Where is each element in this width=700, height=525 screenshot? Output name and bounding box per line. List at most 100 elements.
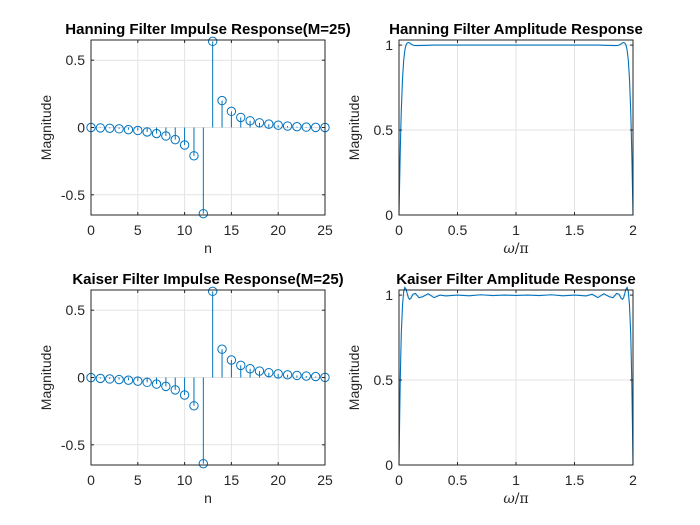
x-axis-label: ω/π — [503, 241, 528, 257]
stem-marker — [198, 458, 209, 469]
stem-marker — [179, 390, 190, 400]
x-tick-label: 0 — [395, 222, 403, 238]
chart-title: Hanning Filter Amplitude Response — [389, 21, 643, 38]
stem-marker — [226, 106, 237, 117]
subplot-3: 0 5 10 15 20 25 -0.5 0 0.5 Kaiser Filter Impulse … — [38, 271, 344, 506]
stem-marker — [217, 344, 227, 354]
stem-marker — [189, 151, 199, 161]
stem-marker — [179, 140, 190, 150]
y-tick-label: 0.5 — [374, 122, 394, 138]
stem-marker — [254, 366, 265, 376]
amplitude-line — [398, 286, 634, 466]
x-tick-label: 0 — [395, 472, 403, 488]
y-tick-label: 0 — [77, 370, 85, 386]
x-tick-label: 10 — [177, 222, 193, 238]
y-tick-label: 0 — [385, 457, 393, 473]
stem-marker — [282, 121, 293, 131]
y-tick-label: -0.5 — [61, 437, 85, 453]
stem-marker — [245, 116, 255, 126]
stem-marker — [292, 370, 302, 381]
x-tick-label: 10 — [177, 472, 193, 488]
x-tick-label: 0 — [87, 222, 95, 238]
stem-marker — [207, 36, 218, 47]
x-tick-label: 0.5 — [448, 222, 468, 238]
y-axis-label: Magnitude — [346, 345, 362, 411]
chart-title: Kaiser Filter Impulse Response(M=25) — [72, 271, 343, 288]
x-tick-label: 20 — [270, 472, 286, 488]
y-axis-label: Magnitude — [38, 95, 54, 161]
stem-marker — [264, 367, 274, 378]
x-tick-label: 25 — [317, 222, 333, 238]
stem-marker — [198, 208, 209, 219]
x-tick-label: 5 — [134, 222, 142, 238]
stem-marker — [95, 123, 106, 133]
stem-marker — [161, 381, 171, 392]
x-tick-label: 20 — [270, 222, 286, 238]
amplitude-line — [398, 41, 634, 216]
stem-marker — [142, 377, 152, 388]
x-tick-label: 0 — [87, 472, 95, 488]
stem-marker — [301, 371, 311, 381]
y-tick-label: 0.5 — [66, 302, 86, 318]
x-axis-label: ω/π — [503, 491, 528, 507]
stem-marker — [170, 134, 180, 145]
stem-marker — [123, 124, 134, 135]
stem-marker — [264, 119, 274, 129]
stem-marker — [273, 369, 283, 379]
stem-marker — [142, 127, 152, 137]
y-axis-label: Magnitude — [346, 95, 362, 161]
stem-marker — [310, 122, 321, 133]
y-tick-label: 1 — [385, 287, 393, 303]
y-tick-label: 0.5 — [374, 372, 394, 388]
x-tick-label: 1.5 — [565, 222, 585, 238]
stem-marker — [226, 355, 237, 365]
y-tick-label: 0 — [77, 120, 85, 136]
stem-marker — [236, 360, 246, 371]
x-tick-label: 1.5 — [565, 472, 585, 488]
x-tick-label: 15 — [224, 222, 240, 238]
x-axis-label: n — [204, 490, 212, 506]
stem-marker — [114, 124, 124, 134]
stem-marker — [114, 374, 124, 385]
stem-marker — [170, 385, 180, 395]
stem-marker — [105, 123, 115, 134]
x-tick-label: 2 — [629, 222, 637, 238]
y-tick-label: 0.5 — [66, 52, 86, 68]
stem-marker — [217, 95, 227, 106]
x-tick-label: 1 — [512, 222, 520, 238]
y-tick-label: 1 — [385, 37, 393, 53]
stem-marker — [301, 122, 311, 132]
stem-marker — [133, 125, 143, 136]
stem-marker — [245, 364, 255, 374]
stem-marker — [133, 376, 143, 386]
stem-marker — [310, 371, 321, 382]
stem-marker — [236, 112, 246, 123]
stem-marker — [105, 374, 115, 384]
x-tick-label: 25 — [317, 472, 333, 488]
stem-marker — [151, 128, 162, 139]
x-tick-label: 2 — [629, 472, 637, 488]
x-tick-label: 0.5 — [448, 472, 468, 488]
stem-marker — [161, 131, 171, 141]
stem-marker — [292, 121, 302, 132]
stem-marker — [189, 401, 199, 411]
subplot-1: 0 5 10 15 20 25 -0.5 0 0.5 Hanning Filter Impulse… — [38, 21, 351, 256]
stem-marker — [273, 120, 283, 130]
stem-marker — [282, 370, 293, 380]
x-tick-label: 1 — [512, 472, 520, 488]
chart-title: Hanning Filter Impulse Response(M=25) — [65, 21, 350, 38]
stem-marker — [123, 375, 134, 385]
x-axis-label: n — [204, 240, 212, 256]
stem-marker — [207, 286, 218, 297]
stem-marker — [95, 373, 106, 384]
x-tick-label: 15 — [224, 472, 240, 488]
y-axis-label: Magnitude — [38, 345, 54, 411]
stem-marker — [151, 379, 162, 389]
chart-title: Kaiser Filter Amplitude Response — [396, 271, 636, 288]
y-tick-label: -0.5 — [61, 187, 85, 203]
x-tick-label: 5 — [134, 472, 142, 488]
stem-marker — [254, 118, 265, 128]
